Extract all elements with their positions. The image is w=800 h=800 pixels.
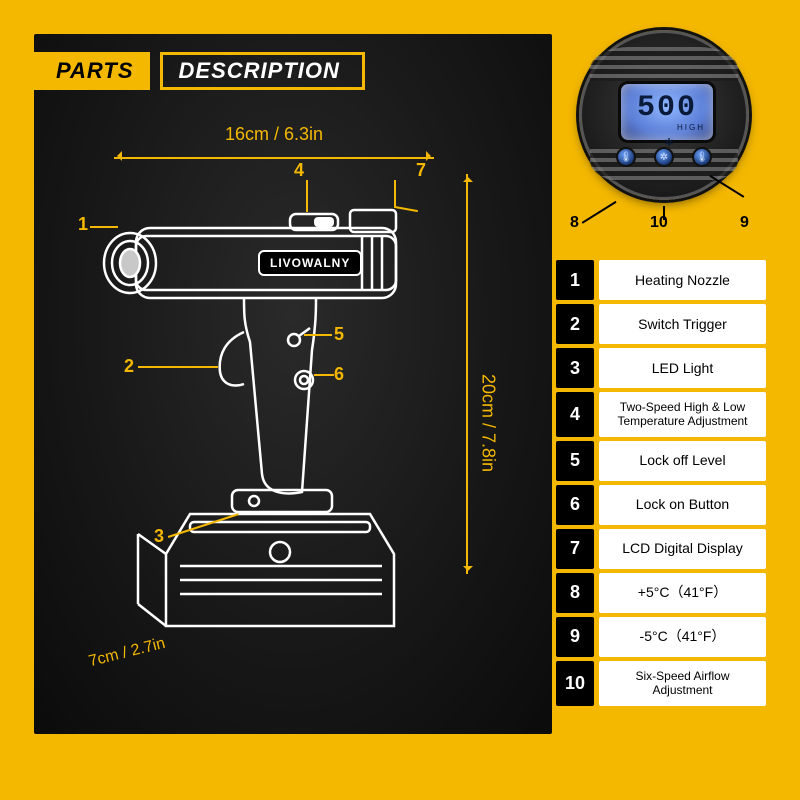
lcd-button-temp-up: 🌡 [616, 147, 636, 167]
lcd-callout-9: 9 [740, 214, 749, 232]
dimension-depth-label: 7cm / 2.7in [87, 635, 167, 671]
callout-1: 1 [78, 214, 88, 235]
tool-diagram: LIVOWALNY [94, 174, 454, 634]
callout-2: 2 [124, 356, 134, 377]
table-row: 9 -5°C（41°F） [556, 617, 766, 657]
part-number: 10 [556, 661, 594, 706]
callout-7: 7 [416, 160, 426, 181]
part-number: 4 [556, 392, 594, 437]
lcd-mode: HIGH [677, 123, 705, 132]
lcd-reading: 500 [637, 93, 697, 123]
callout-4: 4 [294, 160, 304, 181]
part-number: 9 [556, 617, 594, 657]
table-row: 4 Two-Speed High & Low Temperature Adjus… [556, 392, 766, 437]
lcd-face: ✲ 500 HIGH 🌡 ✲ 🌡 [579, 30, 749, 200]
part-label: Two-Speed High & Low Temperature Adjustm… [599, 392, 766, 437]
table-row: 2 Switch Trigger [556, 304, 766, 344]
parts-table: 1 Heating Nozzle 2 Switch Trigger 3 LED … [556, 260, 766, 710]
part-number: 8 [556, 573, 594, 613]
callout-6: 6 [334, 364, 344, 385]
title-word-2: DESCRIPTION [160, 52, 365, 90]
table-row: 5 Lock off Level [556, 441, 766, 481]
table-row: 7 LCD Digital Display [556, 529, 766, 569]
part-label: LED Light [599, 348, 766, 388]
part-number: 5 [556, 441, 594, 481]
tool-svg [94, 174, 454, 634]
dimension-height: 20cm / 7.8in [454, 174, 482, 574]
table-row: 6 Lock on Button [556, 485, 766, 525]
title-bar: PARTS DESCRIPTION [34, 52, 365, 90]
table-row: 8 +5°C（41°F） [556, 573, 766, 613]
lcd-callout-10: 10 [650, 214, 668, 232]
part-label: -5°C（41°F） [599, 617, 766, 657]
callout-5: 5 [334, 324, 344, 345]
dimension-width: 16cm / 6.3in [114, 124, 434, 159]
lcd-screen: ✲ 500 HIGH [618, 81, 716, 143]
lcd-button-fan: ✲ [654, 147, 674, 167]
lcd-inset: ✲ 500 HIGH 🌡 ✲ 🌡 8 10 9 [564, 30, 764, 236]
lcd-button-temp-down: 🌡 [692, 147, 712, 167]
part-label: Lock on Button [599, 485, 766, 525]
table-row: 10 Six-Speed Airflow Adjustment [556, 661, 766, 706]
title-word-1: PARTS [34, 52, 150, 90]
part-number: 2 [556, 304, 594, 344]
brand-label: LIVOWALNY [258, 250, 362, 276]
lcd-callouts: 8 10 9 [564, 202, 764, 236]
diagram-panel: PARTS DESCRIPTION 16cm / 6.3in 20cm / 7.… [34, 34, 552, 734]
callout-3: 3 [154, 526, 164, 547]
part-label: Six-Speed Airflow Adjustment [599, 661, 766, 706]
table-row: 1 Heating Nozzle [556, 260, 766, 300]
part-number: 1 [556, 260, 594, 300]
part-number: 7 [556, 529, 594, 569]
table-row: 3 LED Light [556, 348, 766, 388]
dimension-width-label: 16cm / 6.3in [114, 124, 434, 145]
lcd-callout-8: 8 [570, 214, 579, 232]
part-label: +5°C（41°F） [599, 573, 766, 613]
part-number: 3 [556, 348, 594, 388]
part-label: LCD Digital Display [599, 529, 766, 569]
part-number: 6 [556, 485, 594, 525]
dimension-depth: 7cm / 2.7in [88, 644, 208, 662]
part-label: Lock off Level [599, 441, 766, 481]
part-label: Switch Trigger [599, 304, 766, 344]
dimension-height-label: 20cm / 7.8in [478, 374, 499, 472]
lcd-buttons: 🌡 ✲ 🌡 [582, 147, 746, 167]
part-label: Heating Nozzle [599, 260, 766, 300]
